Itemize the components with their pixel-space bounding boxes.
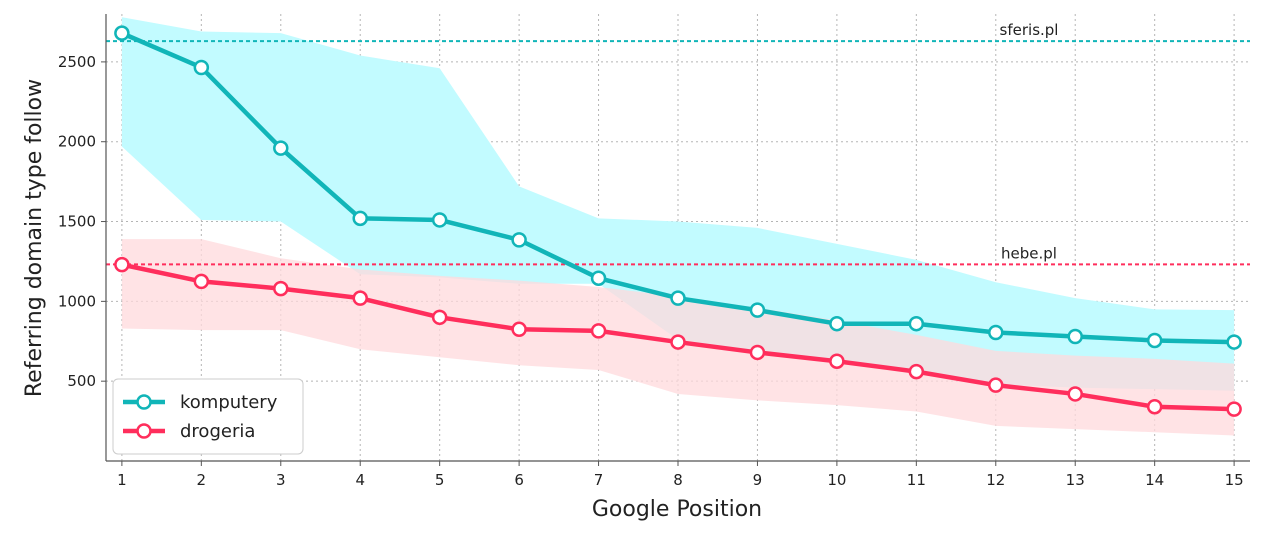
point-komputery-6 bbox=[511, 232, 527, 248]
y-tick-label-1000: 1000 bbox=[58, 292, 96, 310]
point-komputery-15 bbox=[1226, 334, 1242, 350]
point-drogeria-6 bbox=[511, 321, 527, 338]
y-tick-label-500: 500 bbox=[67, 372, 96, 390]
point-komputery-11 bbox=[908, 315, 925, 332]
point-drogeria-8 bbox=[670, 334, 686, 350]
point-drogeria-12 bbox=[988, 377, 1004, 393]
point-komputery-14 bbox=[1146, 332, 1163, 349]
legend-marker-drogeria bbox=[136, 423, 152, 439]
point-komputery-5 bbox=[431, 212, 448, 228]
point-drogeria-9 bbox=[749, 344, 766, 361]
point-komputery-13 bbox=[1067, 328, 1083, 345]
x-tick-label-12: 12 bbox=[986, 471, 1005, 489]
x-axis-title: Google Position bbox=[592, 497, 762, 522]
series-lines bbox=[114, 25, 1242, 417]
reference-lines: sferis.pl hebe.pl bbox=[106, 21, 1250, 266]
x-tick-label-6: 6 bbox=[514, 471, 524, 489]
legend-label-komputery: komputery bbox=[180, 392, 278, 413]
point-drogeria-15 bbox=[1226, 401, 1242, 417]
point-drogeria-1 bbox=[114, 256, 130, 273]
x-tick-label-15: 15 bbox=[1225, 471, 1244, 489]
point-drogeria-4 bbox=[352, 290, 368, 306]
point-drogeria-13 bbox=[1067, 386, 1083, 402]
x-tick-label-4: 4 bbox=[355, 471, 365, 489]
point-komputery-7 bbox=[590, 270, 607, 286]
point-drogeria-5 bbox=[431, 309, 448, 326]
x-tick-label-3: 3 bbox=[276, 471, 286, 489]
point-komputery-2 bbox=[193, 59, 210, 76]
point-komputery-10 bbox=[829, 315, 845, 332]
point-drogeria-2 bbox=[193, 273, 210, 290]
x-tick-label-1: 1 bbox=[117, 471, 127, 489]
x-tick-label-8: 8 bbox=[673, 471, 683, 489]
legend: komputery drogeria bbox=[112, 378, 304, 455]
y-axis-title: Referring domain type follow bbox=[22, 79, 47, 397]
x-tick-label-9: 9 bbox=[753, 471, 763, 489]
point-komputery-12 bbox=[988, 324, 1004, 341]
x-tick-label-13: 13 bbox=[1066, 471, 1085, 489]
legend-box bbox=[112, 378, 304, 455]
y-tick-label-2500: 2500 bbox=[58, 53, 96, 71]
point-komputery-1 bbox=[114, 25, 130, 41]
y-tick-label-1500: 1500 bbox=[58, 213, 96, 231]
x-tick-label-7: 7 bbox=[594, 471, 604, 489]
x-tick-label-10: 10 bbox=[827, 471, 846, 489]
band-komputery bbox=[121, 17, 1235, 391]
point-drogeria-3 bbox=[273, 280, 289, 297]
x-tick-label-11: 11 bbox=[907, 471, 926, 489]
point-komputery-8 bbox=[670, 290, 686, 306]
point-drogeria-7 bbox=[590, 323, 607, 339]
reference-label-hebe.pl: hebe.pl bbox=[1001, 244, 1057, 262]
point-drogeria-11 bbox=[908, 363, 925, 380]
point-drogeria-14 bbox=[1146, 398, 1163, 415]
legend-marker-komputery bbox=[136, 394, 152, 410]
reference-label-sferis.pl: sferis.pl bbox=[1000, 21, 1059, 39]
x-tick-label-14: 14 bbox=[1145, 471, 1164, 489]
x-tick-label-2: 2 bbox=[197, 471, 207, 489]
point-komputery-4 bbox=[352, 210, 368, 227]
point-komputery-9 bbox=[749, 302, 766, 318]
legend-label-drogeria: drogeria bbox=[180, 421, 255, 442]
point-drogeria-10 bbox=[829, 353, 845, 369]
x-tick-label-5: 5 bbox=[435, 471, 445, 489]
y-tick-label-2000: 2000 bbox=[58, 133, 96, 151]
point-komputery-3 bbox=[273, 140, 289, 156]
